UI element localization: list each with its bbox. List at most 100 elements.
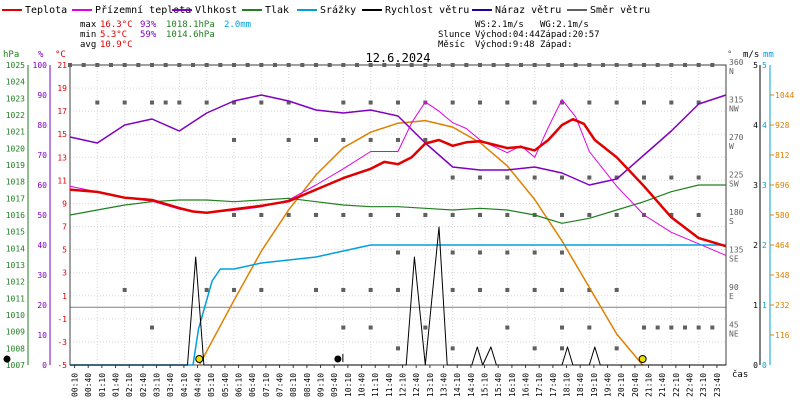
- x-tick-label: 00:10: [71, 373, 80, 397]
- humidity-tick-label: 90: [37, 91, 47, 100]
- wind-direction-point: [546, 63, 551, 67]
- x-tick-label: 03:40: [166, 373, 175, 397]
- wind-direction-point: [218, 63, 223, 67]
- wind-direction-point: [669, 63, 674, 67]
- x-tick-label: 05:40: [221, 373, 230, 397]
- wind-direction-point: [560, 100, 564, 105]
- x-tick-label: 15:10: [481, 373, 490, 397]
- stats-max-press: 1018.1hPa: [166, 20, 215, 30]
- temp-tick-label: 13: [57, 153, 67, 162]
- x-tick-label: 13:10: [426, 373, 435, 397]
- wind-direction-point: [587, 213, 592, 217]
- pressure-tick-label: 1011: [6, 294, 25, 303]
- wind-direction-point: [450, 63, 455, 67]
- stats-max-rain: 2.0mm: [224, 20, 251, 30]
- wind-direction-point: [150, 63, 154, 67]
- stats-min-label: min: [80, 30, 96, 40]
- pressure-tick-label: 1007: [6, 361, 25, 370]
- wind-direction-point: [245, 63, 250, 67]
- wind-direction-point: [396, 250, 400, 255]
- rain-tick-label: 2: [762, 241, 767, 250]
- pressure-tick-label: 1025: [6, 61, 25, 70]
- x-tick-label: 10:10: [344, 373, 353, 397]
- legend: Teplota Přízemní teplota Vlhkost Tlak Sr…: [2, 4, 650, 16]
- moonset-time: Západ:: [540, 40, 573, 50]
- wind-direction-point: [669, 100, 674, 105]
- wind-direction-point: [81, 63, 86, 67]
- wind-direction-point: [122, 288, 127, 292]
- wind-direction-point: [505, 325, 510, 330]
- pressure-tick-label: 1021: [6, 128, 25, 137]
- wind-direction-point: [614, 175, 619, 180]
- temp-tick-label: -3: [57, 338, 67, 347]
- series-line-wind: [70, 226, 726, 366]
- stats-max-label: max: [80, 20, 97, 30]
- wind-direction-point: [259, 100, 264, 105]
- direction-tick-label: 270: [729, 133, 744, 142]
- x-tick-label: 08:40: [303, 373, 312, 397]
- unit-deg: °: [727, 50, 732, 60]
- wind-direction-point: [286, 138, 291, 142]
- x-tick-label: 22:10: [672, 373, 681, 397]
- wind-direction-point: [109, 63, 113, 67]
- wind-direction-point: [204, 63, 209, 67]
- wind-direction-point: [642, 100, 646, 105]
- wind-direction-point: [560, 288, 564, 292]
- wind-direction-point: [314, 288, 318, 292]
- wind-direction-point: [478, 213, 482, 217]
- x-tick-label: 01:10: [98, 373, 107, 397]
- temp-tick-label: 1: [62, 292, 67, 301]
- wind-direction-point: [655, 325, 660, 330]
- direction-compass-label: NE: [729, 330, 739, 339]
- wind-direction-point: [478, 175, 482, 180]
- legend-label-gust: Náraz větru: [495, 4, 561, 16]
- wind-direction-point: [696, 213, 701, 217]
- wind-direction-point: [587, 288, 592, 292]
- x-tick-label: 23:10: [699, 373, 708, 397]
- pressure-tick-label: 1015: [6, 228, 25, 237]
- moonrise-marker: [334, 355, 342, 363]
- wind-direction-point: [696, 175, 701, 180]
- wind-direction-point: [368, 100, 373, 105]
- pressure-tick-label: 1008: [6, 344, 25, 353]
- x-tick-label: 12:40: [412, 373, 421, 397]
- wind-direction-point: [286, 213, 291, 217]
- pressure-tick-label: 1014: [6, 244, 25, 253]
- series-line-rain: [70, 244, 726, 366]
- pressure-tick-label: 1017: [6, 194, 25, 203]
- wind-direction-point: [95, 63, 100, 67]
- wind-direction-point: [450, 175, 455, 180]
- wind-direction-point: [327, 63, 332, 67]
- sun-tick-label: 116: [775, 331, 790, 340]
- x-tick-label: 09:40: [330, 373, 339, 397]
- temp-tick-label: 19: [57, 84, 67, 93]
- x-tick-label: 17:10: [535, 373, 544, 397]
- series-line-press: [69, 184, 726, 224]
- stats-min-press: 1014.6hPa: [166, 30, 215, 40]
- wind-direction-point: [409, 63, 414, 67]
- direction-compass-label: SE: [729, 255, 739, 264]
- legend-label-dir: Směr větru: [590, 4, 650, 16]
- pressure-tick-label: 1018: [6, 178, 25, 187]
- wind-direction-point: [683, 63, 687, 67]
- wind-direction-point: [341, 63, 346, 67]
- wind-direction-point: [368, 213, 373, 217]
- x-tick-label: 16:10: [508, 373, 517, 397]
- wind-direction-point: [286, 63, 291, 67]
- wind-direction-point: [423, 325, 428, 330]
- wind-direction-point: [478, 250, 482, 255]
- wind-direction-point: [710, 63, 715, 67]
- series-lines: [69, 94, 727, 366]
- wind-direction-point: [396, 138, 400, 142]
- pressure-tick-label: 1010: [6, 311, 25, 320]
- pressure-tick-label: 1022: [6, 111, 25, 120]
- x-tick-label: 19:10: [590, 373, 599, 397]
- wind-direction-point: [341, 138, 346, 142]
- legend-label-hum: Vlhkost: [195, 5, 237, 16]
- x-tick-label: 07:40: [276, 373, 285, 397]
- sun-tick-label: 928: [775, 121, 790, 130]
- wind-direction-point: [478, 100, 482, 105]
- moonrise-time: Východ:9:48: [475, 40, 535, 50]
- unit-mm: mm: [763, 50, 774, 60]
- sun-tick-label: 696: [775, 181, 790, 190]
